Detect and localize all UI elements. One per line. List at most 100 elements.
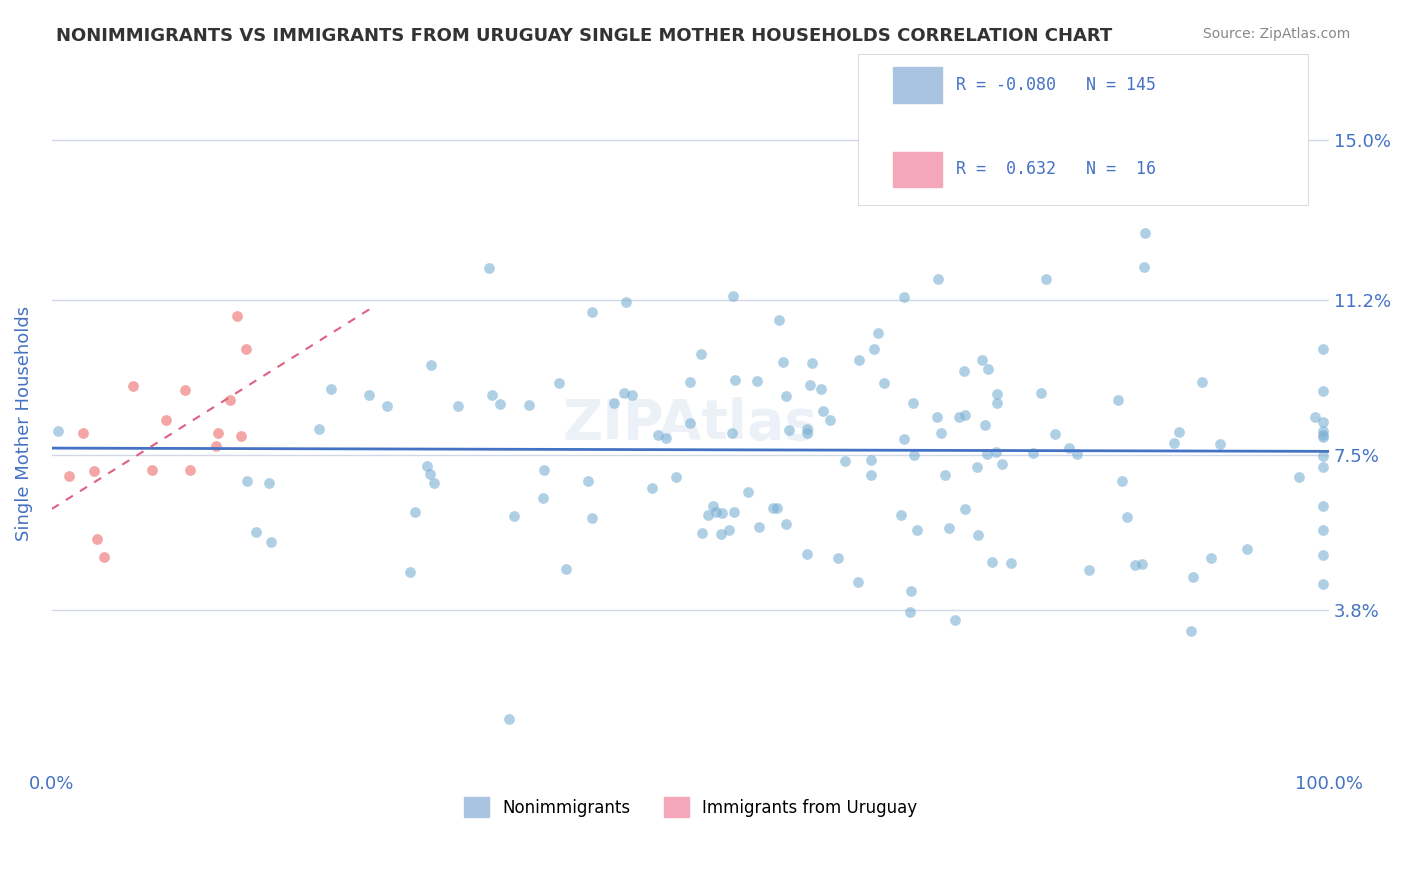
Point xyxy=(1208,437,1230,451)
Point xyxy=(655,431,678,445)
Point xyxy=(1312,449,1334,463)
Point xyxy=(576,475,599,489)
Point xyxy=(986,396,1008,410)
Point xyxy=(58,468,80,483)
Text: ZIPAtlas: ZIPAtlas xyxy=(562,397,818,450)
Point xyxy=(141,463,163,477)
Point xyxy=(766,501,789,516)
Point xyxy=(1312,549,1334,563)
Point xyxy=(866,326,889,341)
Point xyxy=(943,613,966,627)
Point xyxy=(155,413,177,427)
Point xyxy=(375,399,398,413)
Point xyxy=(900,583,922,598)
Point xyxy=(723,505,745,519)
Point xyxy=(901,396,924,410)
Point xyxy=(174,383,197,397)
Point xyxy=(859,453,882,467)
Point xyxy=(260,535,283,549)
Text: R =  0.632   N =  16: R = 0.632 N = 16 xyxy=(956,161,1156,178)
Point xyxy=(1312,427,1334,442)
Point xyxy=(893,432,915,446)
Point xyxy=(925,409,948,424)
Point xyxy=(710,527,733,541)
Point xyxy=(834,453,856,467)
Point xyxy=(862,342,884,356)
Point xyxy=(517,398,540,412)
Point xyxy=(796,422,818,436)
Point xyxy=(207,425,229,440)
Point xyxy=(697,508,720,522)
Point xyxy=(748,519,770,533)
Point xyxy=(974,418,997,433)
Point xyxy=(46,424,69,438)
Point xyxy=(235,343,257,357)
Point xyxy=(796,547,818,561)
Point xyxy=(679,416,702,430)
Point xyxy=(934,468,956,483)
Point xyxy=(1236,541,1258,556)
Point xyxy=(846,574,869,589)
Point xyxy=(641,481,664,495)
Point xyxy=(721,425,744,440)
Point xyxy=(229,429,252,443)
Point xyxy=(775,516,797,531)
Point xyxy=(547,376,569,390)
Point xyxy=(972,353,994,368)
Point xyxy=(1180,624,1202,639)
Point xyxy=(620,387,643,401)
Point xyxy=(955,408,977,422)
Point xyxy=(772,355,794,369)
Point xyxy=(1312,384,1334,398)
Point xyxy=(226,309,249,323)
Point xyxy=(533,463,555,477)
Point xyxy=(977,362,1000,376)
Point xyxy=(1107,393,1129,408)
Point xyxy=(890,508,912,522)
Point xyxy=(1312,459,1334,474)
Point xyxy=(1199,550,1222,565)
Point xyxy=(724,374,747,388)
Point xyxy=(420,358,443,372)
Point xyxy=(665,470,688,484)
Point xyxy=(859,467,882,482)
Point xyxy=(1045,427,1067,442)
Point xyxy=(692,526,714,541)
Point xyxy=(93,549,115,564)
Point xyxy=(489,397,512,411)
Point xyxy=(827,550,849,565)
Point xyxy=(811,404,834,418)
Point xyxy=(1022,445,1045,459)
Point xyxy=(991,457,1014,471)
Point xyxy=(1116,510,1139,524)
Point xyxy=(404,505,426,519)
Point xyxy=(1312,500,1334,514)
Point xyxy=(1035,272,1057,286)
Point xyxy=(614,295,637,310)
Point xyxy=(702,499,724,513)
Point xyxy=(966,459,988,474)
Point xyxy=(1312,415,1334,429)
Point xyxy=(1077,563,1099,577)
Point xyxy=(1000,557,1022,571)
Point xyxy=(236,475,259,489)
Point xyxy=(447,399,470,413)
Point xyxy=(308,422,330,436)
Point xyxy=(1123,558,1146,572)
Point xyxy=(581,510,603,524)
Point xyxy=(986,387,1008,401)
Point xyxy=(717,524,740,538)
Point xyxy=(478,261,501,276)
Point xyxy=(1133,260,1156,274)
Point xyxy=(1288,469,1310,483)
Point xyxy=(1312,523,1334,537)
Point xyxy=(1029,386,1052,401)
Point xyxy=(121,379,143,393)
Point xyxy=(423,475,446,490)
Point xyxy=(416,459,439,474)
Text: NONIMMIGRANTS VS IMMIGRANTS FROM URUGUAY SINGLE MOTHER HOUSEHOLDS CORRELATION CH: NONIMMIGRANTS VS IMMIGRANTS FROM URUGUAY… xyxy=(56,27,1112,45)
Point xyxy=(976,447,998,461)
Point xyxy=(929,425,952,440)
Text: R = -0.080   N = 145: R = -0.080 N = 145 xyxy=(956,76,1156,94)
Point xyxy=(581,305,603,319)
